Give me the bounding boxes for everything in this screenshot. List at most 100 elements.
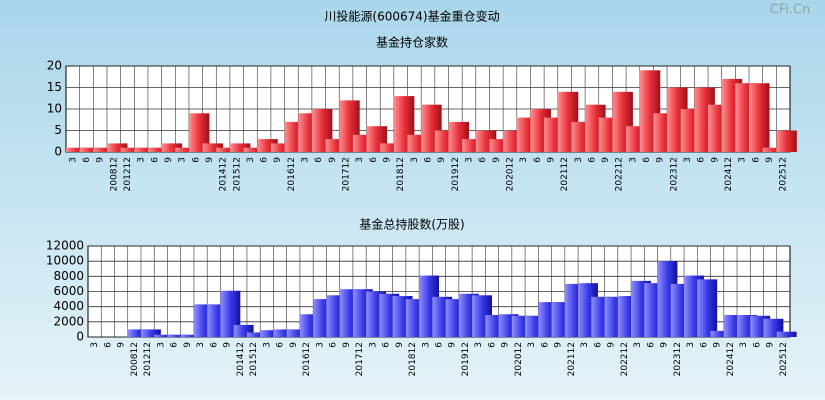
bar bbox=[286, 329, 307, 337]
x-tick-label: 6 bbox=[82, 157, 92, 163]
x-tick-label: 9 bbox=[656, 157, 666, 163]
x-tick-label: 201812 bbox=[408, 342, 418, 376]
x-tick-label: 3 bbox=[633, 342, 643, 348]
bar bbox=[188, 113, 210, 152]
x-tick-label: 3 bbox=[68, 157, 78, 163]
x-tick-label: 3 bbox=[464, 157, 474, 163]
x-tick-label: 3 bbox=[355, 157, 365, 163]
x-tick-label: 6 bbox=[209, 342, 219, 348]
y-tick-label: 5 bbox=[54, 123, 62, 137]
x-tick-label: 6 bbox=[170, 342, 180, 348]
x-tick-label: 200812 bbox=[109, 157, 119, 191]
x-tick-label: 9 bbox=[183, 342, 193, 348]
x-tick-label: 6 bbox=[697, 157, 707, 163]
bar bbox=[127, 329, 148, 337]
bar bbox=[147, 147, 169, 152]
x-tick-label: 6 bbox=[751, 157, 761, 163]
x-tick-label: 9 bbox=[289, 342, 299, 348]
x-tick-label: 3 bbox=[262, 342, 272, 348]
bar bbox=[697, 279, 718, 337]
bar bbox=[154, 334, 175, 337]
bar bbox=[180, 334, 201, 337]
y-tick-label: 0 bbox=[54, 145, 62, 159]
y-tick-label: 0 bbox=[76, 330, 84, 344]
x-tick-label: 6 bbox=[103, 342, 113, 348]
bar bbox=[167, 334, 188, 337]
x-tick-label: 3 bbox=[686, 342, 696, 348]
x-tick-label: 202412 bbox=[724, 157, 734, 191]
bar bbox=[776, 331, 797, 337]
x-tick-label: 9 bbox=[448, 342, 458, 348]
x-tick-label: 201912 bbox=[461, 342, 471, 376]
x-tick-label: 9 bbox=[554, 342, 564, 348]
x-tick-label: 3 bbox=[196, 342, 206, 348]
x-tick-label: 3 bbox=[683, 157, 693, 163]
page-title: 川投能源(600674)基金重仓变动 bbox=[324, 9, 499, 24]
x-tick-label: 3 bbox=[410, 157, 420, 163]
x-tick-label: 201512 bbox=[232, 157, 242, 191]
x-tick-label: 9 bbox=[342, 342, 352, 348]
bar bbox=[243, 147, 265, 152]
x-tick-label: 201212 bbox=[143, 342, 153, 376]
x-tick-label: 6 bbox=[424, 157, 434, 163]
x-tick-label: 202012 bbox=[505, 157, 515, 191]
x-tick-label: 3 bbox=[527, 342, 537, 348]
x-tick-label: 6 bbox=[487, 342, 497, 348]
bar bbox=[106, 143, 128, 152]
x-tick-label: 6 bbox=[435, 342, 445, 348]
x-tick-label: 3 bbox=[90, 342, 100, 348]
x-tick-label: 201412 bbox=[236, 342, 246, 376]
bar bbox=[79, 147, 101, 152]
x-tick-label: 3 bbox=[739, 342, 749, 348]
y-tick-label: 20 bbox=[47, 59, 62, 73]
x-tick-label: 201512 bbox=[249, 342, 259, 376]
x-tick-label: 3 bbox=[580, 342, 590, 348]
x-tick-label: 3 bbox=[421, 342, 431, 348]
x-tick-label: 3 bbox=[628, 157, 638, 163]
chart-title: 基金总持股数(万股) bbox=[359, 217, 464, 232]
x-tick-label: 6 bbox=[540, 342, 550, 348]
x-tick-label: 9 bbox=[205, 157, 215, 163]
bar bbox=[216, 147, 237, 152]
x-tick-label: 9 bbox=[710, 157, 720, 163]
bar bbox=[380, 143, 401, 152]
x-tick-label: 6 bbox=[369, 157, 379, 163]
x-tick-label: 3 bbox=[246, 157, 256, 163]
x-tick-label: 9 bbox=[273, 157, 283, 163]
watermark: CFi.Cn bbox=[770, 3, 811, 18]
x-tick-label: 6 bbox=[752, 342, 762, 348]
bar bbox=[161, 143, 183, 152]
x-tick-label: 6 bbox=[191, 157, 201, 163]
x-tick-label: 9 bbox=[223, 342, 233, 348]
x-tick-label: 202312 bbox=[673, 342, 683, 376]
x-tick-label: 200812 bbox=[130, 342, 140, 376]
x-tick-label: 9 bbox=[607, 342, 617, 348]
x-tick-label: 6 bbox=[646, 342, 656, 348]
x-tick-label: 9 bbox=[501, 342, 511, 348]
bar bbox=[270, 143, 292, 152]
x-tick-label: 202512 bbox=[779, 342, 789, 376]
y-tick-label: 6000 bbox=[53, 284, 84, 298]
bar bbox=[202, 143, 224, 152]
x-tick-label: 3 bbox=[738, 157, 748, 163]
x-tick-label: 9 bbox=[164, 157, 174, 163]
x-tick-label: 202512 bbox=[779, 157, 789, 191]
bar bbox=[134, 147, 155, 152]
x-tick-label: 9 bbox=[660, 342, 670, 348]
x-tick-label: 9 bbox=[492, 157, 502, 163]
x-tick-label: 201712 bbox=[342, 157, 352, 191]
x-tick-label: 9 bbox=[766, 342, 776, 348]
chart-title: 基金持仓家数 bbox=[376, 35, 448, 50]
y-tick-label: 12000 bbox=[46, 239, 84, 253]
x-tick-label: 3 bbox=[178, 157, 188, 163]
x-tick-label: 9 bbox=[328, 157, 338, 163]
x-tick-label: 6 bbox=[533, 157, 543, 163]
x-tick-label: 201612 bbox=[287, 157, 297, 191]
x-tick-label: 6 bbox=[587, 157, 597, 163]
x-tick-label: 9 bbox=[601, 157, 611, 163]
x-tick-label: 9 bbox=[96, 157, 106, 163]
x-tick-label: 201212 bbox=[123, 157, 133, 191]
x-tick-label: 6 bbox=[642, 157, 652, 163]
